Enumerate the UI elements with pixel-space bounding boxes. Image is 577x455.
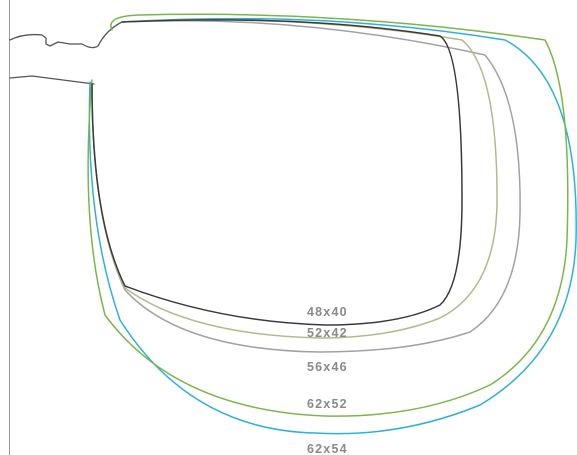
lens-outline-56x46 (91, 19, 521, 353)
size-label-52x42: 52x42 (307, 326, 348, 340)
size-label-62x54: 62x54 (307, 442, 348, 455)
lens-outline-48x40 (91, 19, 463, 326)
frame-top-hinge (9, 21, 123, 49)
size-label-48x40: 48x40 (307, 305, 348, 319)
lens-outline-52x42 (91, 19, 498, 339)
lens-outline-62x52 (87, 13, 569, 417)
size-label-62x52: 62x52 (307, 397, 348, 411)
frame-temple-arm (9, 75, 95, 85)
lens-outline-62x54 (88, 17, 577, 435)
size-label-56x46: 56x46 (307, 360, 348, 374)
